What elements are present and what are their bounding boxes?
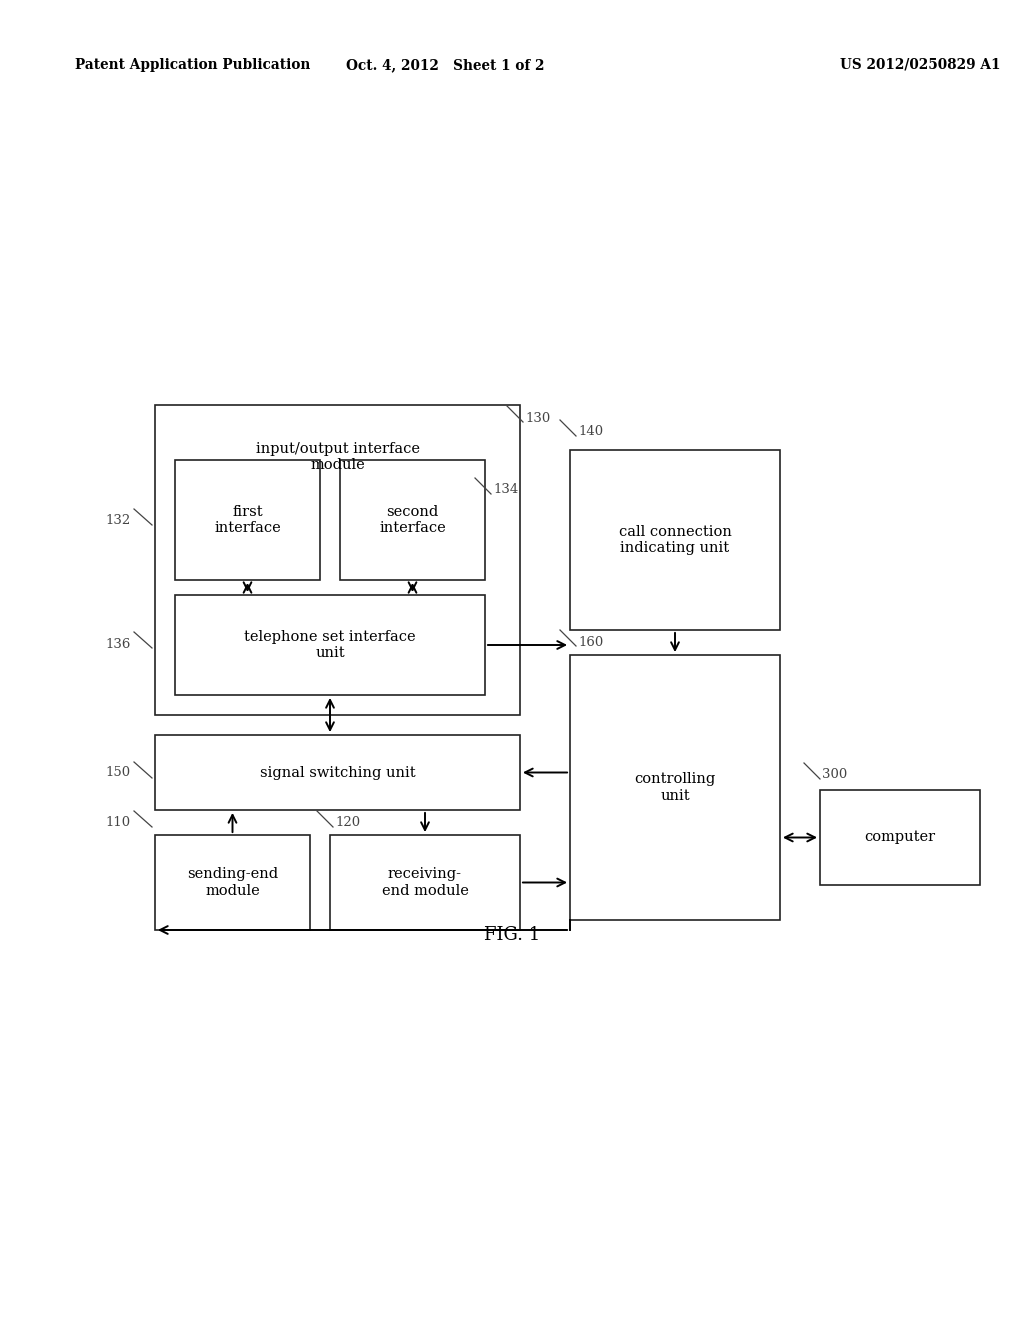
Bar: [155, 836, 310, 931]
Text: FIG. 1: FIG. 1: [484, 927, 540, 944]
Text: receiving-
end module: receiving- end module: [382, 867, 468, 898]
Text: computer: computer: [864, 830, 936, 845]
Bar: [570, 655, 780, 920]
Text: controlling
unit: controlling unit: [635, 772, 716, 803]
Bar: [155, 735, 520, 810]
Bar: [570, 450, 780, 630]
Bar: [820, 789, 980, 884]
Text: first
interface: first interface: [214, 504, 281, 535]
Text: 140: 140: [578, 425, 603, 438]
Bar: [175, 459, 319, 579]
Text: 150: 150: [105, 767, 130, 780]
Bar: [330, 836, 520, 931]
Text: 110: 110: [105, 817, 130, 829]
Bar: [340, 459, 485, 579]
Text: 132: 132: [105, 513, 130, 527]
Bar: [155, 405, 520, 715]
Text: 136: 136: [105, 639, 130, 652]
Text: sending-end
module: sending-end module: [187, 867, 279, 898]
Text: 120: 120: [335, 817, 360, 829]
Text: signal switching unit: signal switching unit: [260, 766, 416, 780]
Text: 160: 160: [578, 635, 603, 648]
Text: Patent Application Publication: Patent Application Publication: [75, 58, 310, 73]
Text: telephone set interface
unit: telephone set interface unit: [244, 630, 416, 660]
Text: 300: 300: [822, 768, 847, 781]
Text: 130: 130: [525, 412, 550, 425]
Text: US 2012/0250829 A1: US 2012/0250829 A1: [840, 58, 1000, 73]
Text: call connection
indicating unit: call connection indicating unit: [618, 525, 731, 556]
Text: 134: 134: [493, 483, 518, 496]
Text: input/output interface
module: input/output interface module: [256, 442, 420, 473]
Text: Oct. 4, 2012   Sheet 1 of 2: Oct. 4, 2012 Sheet 1 of 2: [346, 58, 544, 73]
Bar: [175, 595, 485, 696]
Text: second
interface: second interface: [379, 504, 445, 535]
